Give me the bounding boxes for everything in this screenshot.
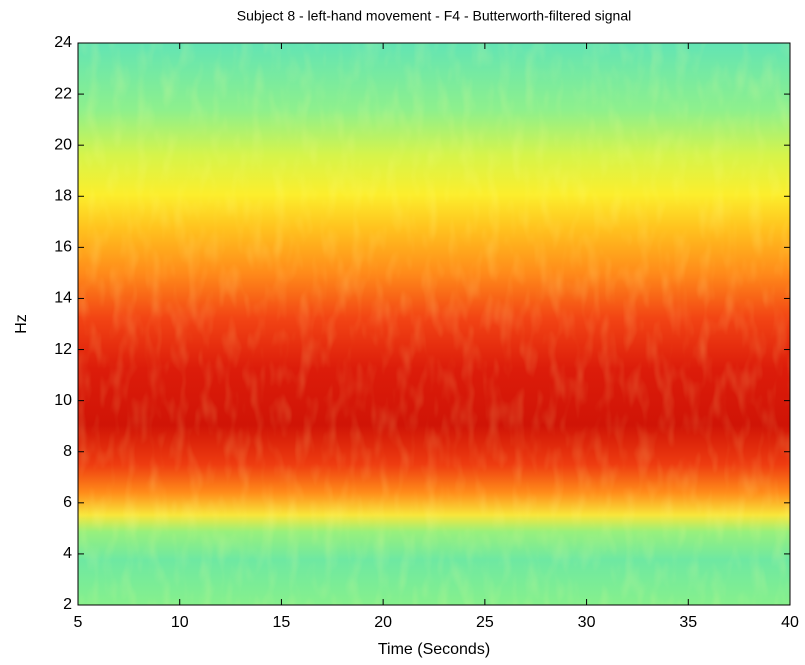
x-tick-label: 15 bbox=[273, 614, 291, 631]
chart-title: Subject 8 - left-hand movement - F4 - Bu… bbox=[237, 8, 632, 24]
x-tick-label: 20 bbox=[374, 614, 392, 631]
y-tick-label: 10 bbox=[54, 392, 72, 409]
y-tick-label: 24 bbox=[54, 34, 72, 51]
x-tick-label: 10 bbox=[171, 614, 189, 631]
y-tick-label: 20 bbox=[54, 136, 72, 153]
x-tick-label: 30 bbox=[578, 614, 596, 631]
x-axis-label: Time (Seconds) bbox=[378, 641, 490, 658]
spectrogram-image bbox=[77, 42, 791, 606]
y-axis-label: Hz bbox=[13, 314, 30, 334]
y-tick-label: 14 bbox=[54, 290, 72, 307]
y-tick-label: 16 bbox=[54, 239, 72, 256]
x-tick-label: 5 bbox=[74, 614, 83, 631]
plot-frame bbox=[77, 42, 791, 606]
y-tick-label: 8 bbox=[63, 443, 72, 460]
y-tick-label: 22 bbox=[54, 85, 72, 102]
x-tick-label: 40 bbox=[781, 614, 799, 631]
y-tick-label: 2 bbox=[63, 596, 72, 613]
x-tick-label: 25 bbox=[476, 614, 494, 631]
y-tick-label: 6 bbox=[63, 494, 72, 511]
y-tick-label: 4 bbox=[63, 545, 72, 562]
x-tick-label: 35 bbox=[679, 614, 697, 631]
y-tick-label: 18 bbox=[54, 187, 72, 204]
y-tick-label: 12 bbox=[54, 341, 72, 358]
spectrogram-texture bbox=[78, 43, 790, 605]
